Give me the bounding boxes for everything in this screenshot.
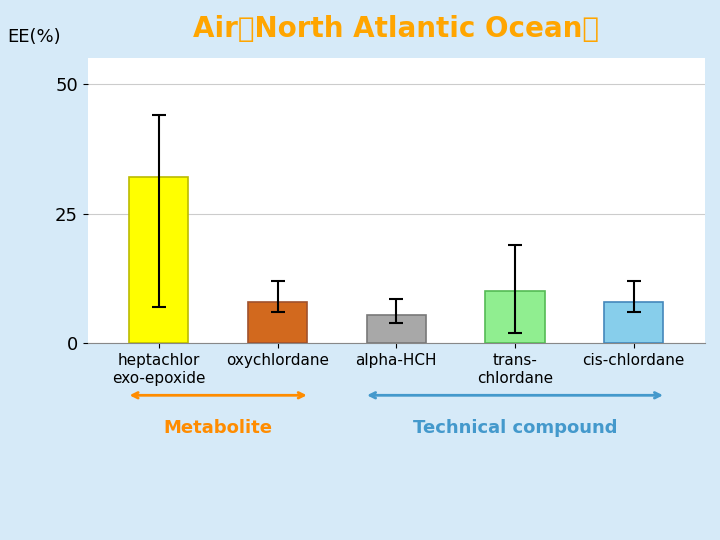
Bar xyxy=(604,302,663,343)
Bar xyxy=(485,292,545,343)
Title: Air（North Atlantic Ocean）: Air（North Atlantic Ocean） xyxy=(193,15,599,43)
Text: Metabolite: Metabolite xyxy=(163,418,273,437)
Text: EE(%): EE(%) xyxy=(7,29,61,46)
Text: Technical compound: Technical compound xyxy=(413,418,617,437)
Bar xyxy=(129,177,189,343)
Bar xyxy=(366,315,426,343)
Bar xyxy=(248,302,307,343)
